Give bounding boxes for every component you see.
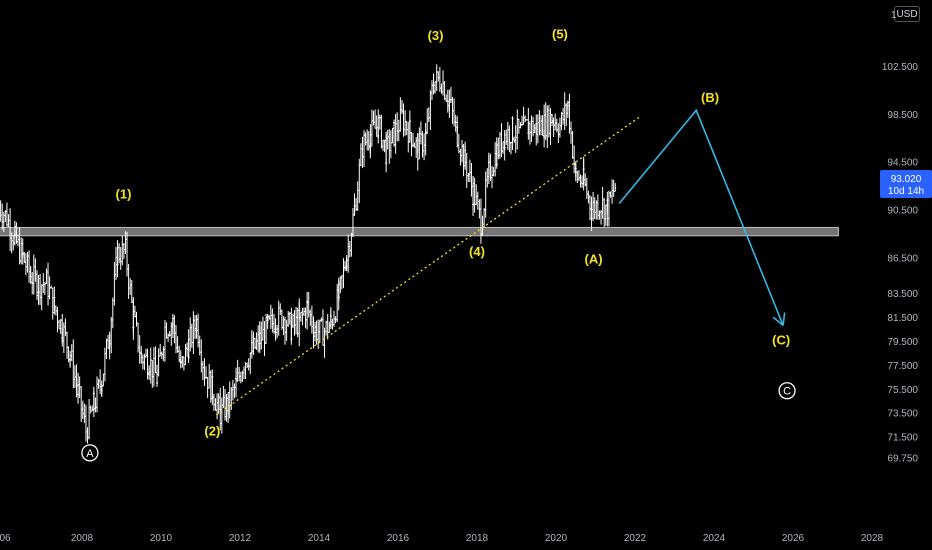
x-tick-label: 2010 [150, 533, 173, 544]
y-tick-label-partial: 1 [891, 10, 897, 21]
x-tick-label: 2026 [782, 533, 805, 544]
wave-label-circled: C [783, 386, 791, 398]
wave-label: (3) [428, 28, 444, 43]
wave-label: (A) [585, 251, 603, 266]
last-price-label: 93.020 [891, 174, 922, 185]
x-tick-label: 2012 [229, 533, 252, 544]
wave-label: (2) [204, 423, 220, 438]
y-tick-label: 86.500 [887, 253, 918, 264]
x-tick-label: 2008 [71, 533, 94, 544]
y-tick-label: 94.500 [887, 158, 918, 169]
projection-arrowhead [782, 312, 786, 326]
wave-label: (5) [552, 27, 568, 42]
x-tick-label: 2022 [624, 533, 647, 544]
wave-circle [81, 444, 99, 462]
wave-label: (C) [772, 333, 790, 348]
x-axis: 06 2008 2010 2012 2014 2016 2018 2020 2022 2024 20… [0, 533, 884, 544]
wave-circle [778, 382, 796, 400]
x-tick-label: 2028 [861, 533, 884, 544]
x-tick-label: 06 [0, 533, 11, 544]
y-tick-label: 90.500 [887, 206, 918, 217]
last-price-badge [880, 170, 932, 198]
y-tick-label: 83.500 [887, 289, 918, 300]
y-tick-label: 77.500 [887, 361, 918, 372]
wave-label: (B) [701, 90, 719, 105]
y-tick-label: 69.750 [887, 453, 918, 464]
x-tick-label: 2014 [308, 533, 331, 544]
support-zone-group [0, 226, 839, 237]
x-tick-label: 2018 [466, 533, 489, 544]
y-axis: 102.500 98.500 94.500 90.500 86.500 83.500 81.… [882, 10, 919, 464]
y-tick-label: 73.500 [887, 409, 918, 420]
y-tick-label: 98.500 [887, 110, 918, 121]
annotations-group: (1) (2) (3) (4) (5) (A) (B) (C) A C [81, 27, 796, 462]
y-tick-label: 71.500 [887, 433, 918, 444]
wave-label: (1) [116, 187, 132, 202]
wave-label: (4) [469, 244, 485, 259]
y-tick-label: 102.500 [882, 62, 919, 73]
x-tick-label: 2016 [387, 533, 410, 544]
projection-group [618, 108, 786, 327]
support-zone [0, 226, 839, 237]
x-tick-label: 2024 [703, 533, 726, 544]
currency-button[interactable]: USD [894, 6, 920, 22]
trendline [215, 116, 640, 416]
wave-label-circled: A [86, 448, 94, 460]
countdown-label: 10d 14h [888, 186, 924, 197]
projection-arrowhead [772, 316, 784, 327]
trendline-group [215, 116, 640, 416]
price-bars-group [0, 64, 617, 444]
y-tick-label: 79.500 [887, 337, 918, 348]
x-tick-label: 2020 [545, 533, 568, 544]
y-tick-label: 81.500 [887, 313, 918, 324]
y-tick-label: 75.500 [887, 385, 918, 396]
projection-path [618, 108, 784, 326]
